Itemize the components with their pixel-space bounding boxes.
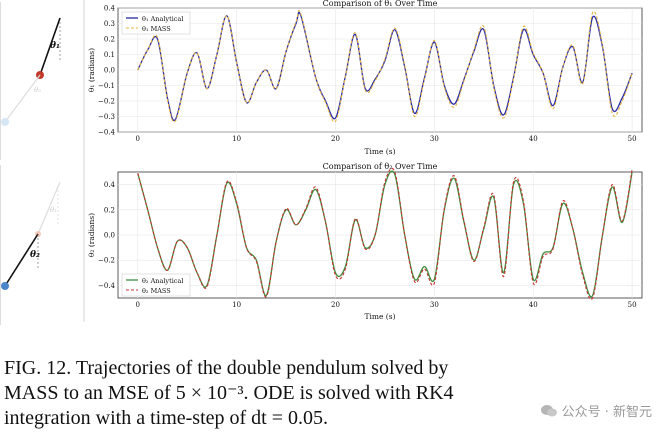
theta1-mass-line — [137, 10, 633, 123]
theta2-legend-mass-label: θ₂ MASS — [142, 287, 171, 295]
x-tick-label: 30 — [430, 135, 439, 143]
x-tick-label: 0 — [136, 301, 140, 309]
y-tick-label: 0.4 — [104, 5, 116, 13]
theta2-x-ticks: 0 10 20 30 40 50 — [136, 301, 637, 309]
x-tick-label: 40 — [529, 301, 538, 309]
theta1-title: Comparison of θ₁ Over Time — [323, 0, 438, 8]
y-tick-label: −0.1 — [98, 82, 115, 90]
top-theta-label: θ₁ — [50, 41, 60, 51]
y-tick-label: 0.3 — [104, 20, 115, 28]
y-tick-label: 0.0 — [104, 67, 115, 75]
caption-line-1: FIG. 12. Trajectories of the double pend… — [4, 357, 449, 379]
theta1-xlabel: Time (s) — [364, 147, 395, 156]
y-tick-label: 0.0 — [104, 232, 115, 240]
theta1-legend-analytical-label: θ₁ Analytical — [142, 15, 183, 23]
x-tick-label: 50 — [628, 301, 637, 309]
x-tick-label: 40 — [529, 135, 538, 143]
theta2-xlabel: Time (s) — [364, 312, 395, 321]
y-tick-label: −0.2 — [98, 98, 115, 106]
theta2-mass-line — [137, 167, 633, 300]
pendulum-illustration-bottom: θ₂ θ₁ — [0, 165, 61, 325]
caption-line-3: integration with a time-step of dt = 0.0… — [4, 407, 328, 429]
x-tick-label: 50 — [628, 135, 637, 143]
y-tick-label: 0.2 — [104, 206, 115, 214]
theta1-chart: 0.4 0.3 0.2 0.1 0.0 −0.1 −0.2 −0.3 −0.4 0 10 20 30 4… — [87, 0, 643, 156]
y-tick-label: −0.4 — [98, 282, 116, 290]
theta2-y-ticks: 0.4 0.2 0.0 −0.2 −0.4 — [98, 181, 116, 290]
x-tick-label: 10 — [232, 301, 241, 309]
x-tick-label: 20 — [331, 135, 340, 143]
bottom-pendulum-bob-blue — [1, 282, 9, 290]
top-theta-faint-label: θ₂ — [34, 86, 41, 94]
theta1-legend-box — [121, 11, 191, 35]
x-tick-label: 30 — [430, 301, 439, 309]
y-tick-label: −0.2 — [98, 257, 115, 265]
theta1-y-ticks: 0.4 0.3 0.2 0.1 0.0 −0.1 −0.2 −0.3 −0.4 — [98, 5, 116, 137]
theta2-legend: θ₂ Analytical θ₂ MASS — [121, 273, 191, 297]
y-tick-label: 0.2 — [104, 36, 115, 44]
y-tick-label: 0.4 — [104, 181, 116, 189]
y-tick-label: 0.1 — [104, 51, 115, 59]
theta1-legend-mass-label: θ₁ MASS — [142, 25, 171, 33]
x-tick-label: 0 — [136, 135, 140, 143]
watermark: 公众号 · 新智元 — [540, 401, 652, 420]
theta2-legend-box — [121, 273, 191, 297]
top-pendulum-bob-faint — [1, 118, 9, 126]
figure: θ₁ θ₂ θ₂ θ₁ 0.4 0.3 0.2 0.1 0.0 −0.1 −0.2 −0.3 −… — [0, 0, 643, 325]
theta1-x-ticks: 0 10 20 30 40 50 — [136, 135, 637, 143]
x-tick-label: 20 — [331, 301, 340, 309]
x-tick-label: 10 — [232, 135, 241, 143]
bottom-theta-label: θ₂ — [30, 250, 40, 260]
theta1-legend: θ₁ Analytical θ₁ MASS — [121, 11, 191, 35]
figure-caption: FIG. 12. Trajectories of the double pend… — [4, 356, 660, 431]
pendulum-illustration-top: θ₁ θ₂ — [0, 2, 61, 160]
theta2-legend-analytical-label: θ₂ Analytical — [142, 277, 183, 285]
bottom-theta-faint-label: θ₁ — [50, 206, 57, 214]
theta2-ylabel: θ₂ (radians) — [87, 213, 96, 257]
y-tick-label: −0.3 — [98, 113, 115, 121]
theta1-ylabel: θ₁ (radians) — [87, 48, 96, 92]
y-tick-label: −0.4 — [98, 129, 116, 137]
theta2-chart: 0.4 0.2 0.0 −0.2 −0.4 0 10 20 30 40 50 Comparison… — [87, 162, 643, 321]
wechat-icon — [540, 404, 557, 416]
caption-line-2: MASS to an MSE of 5 × 10⁻³. ODE is solve… — [4, 382, 454, 404]
theta2-title: Comparison of θ₂ Over Time — [323, 162, 438, 171]
watermark-text: 公众号 · 新智元 — [561, 405, 652, 420]
